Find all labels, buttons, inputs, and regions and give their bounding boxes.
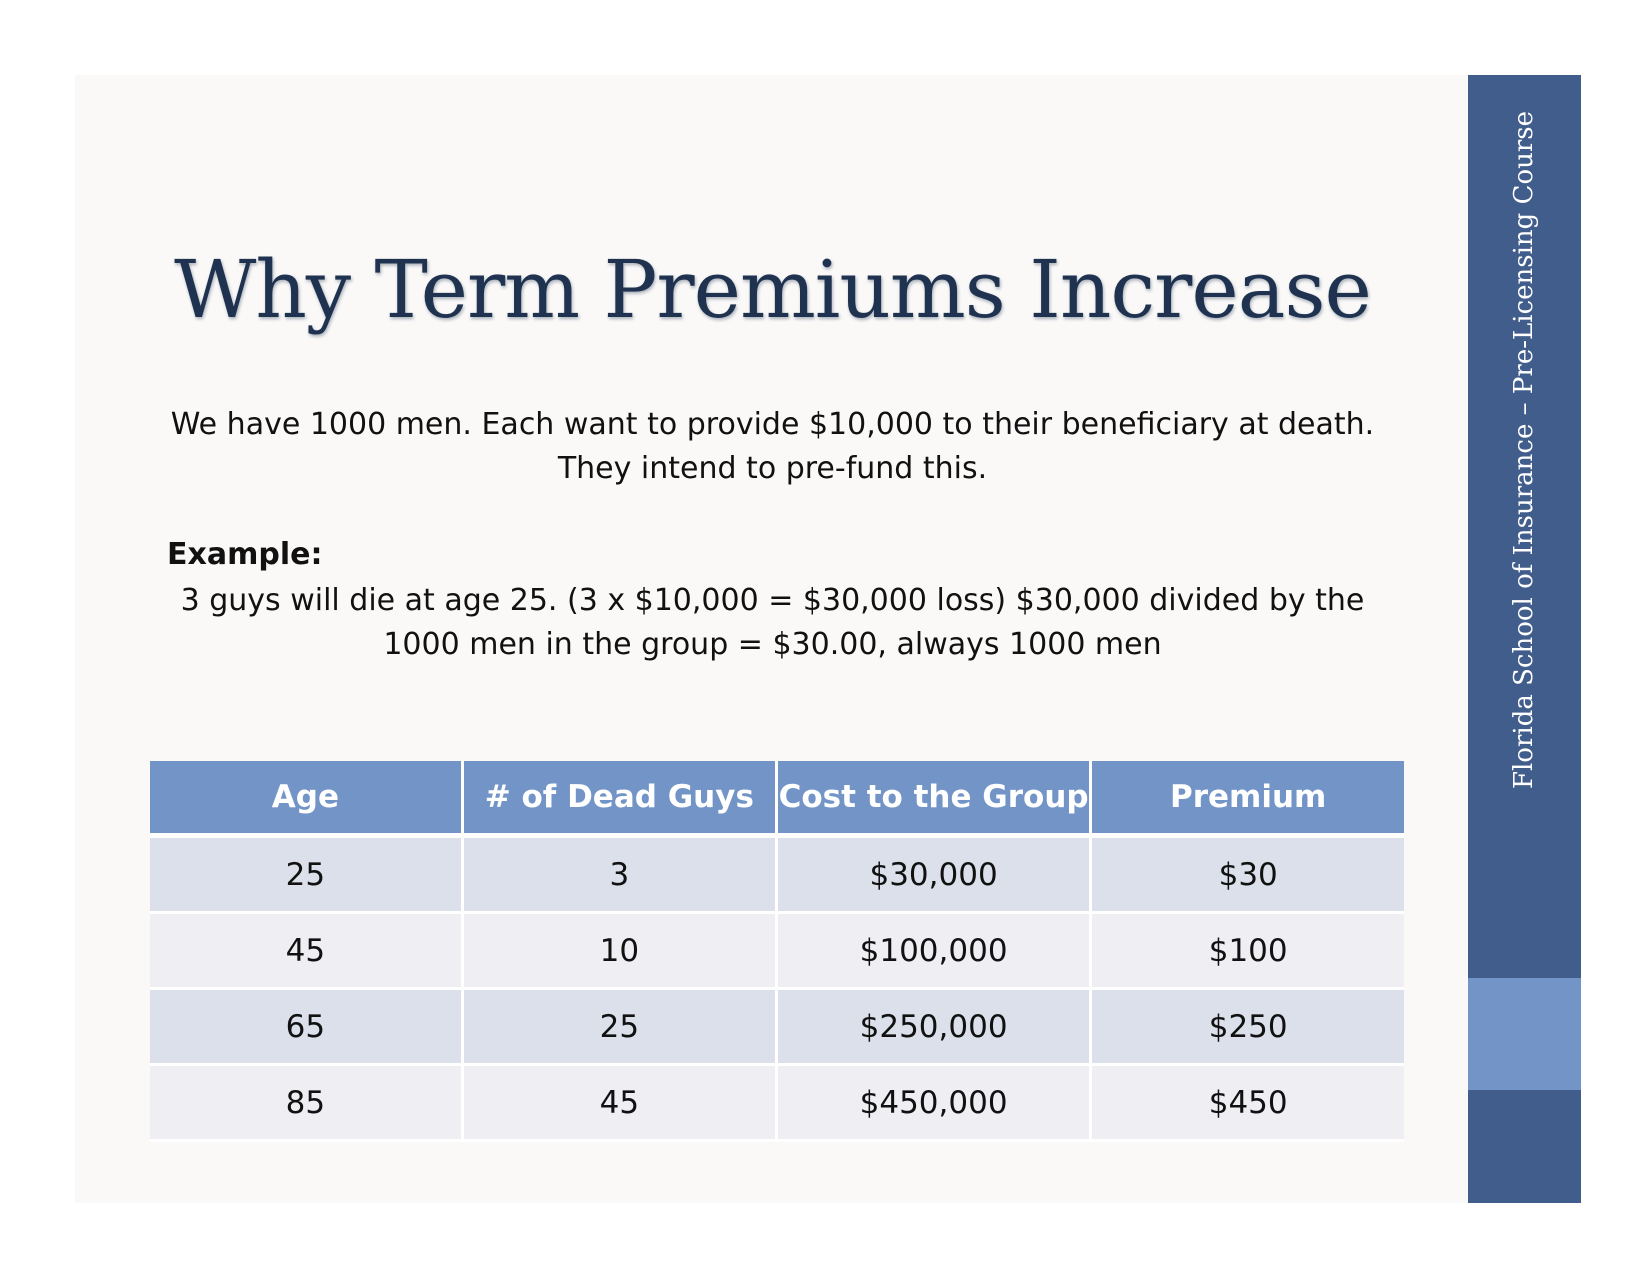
header-premium: Premium xyxy=(1092,761,1404,838)
cell-premium: $450 xyxy=(1092,1066,1404,1142)
cell-premium: $250 xyxy=(1092,990,1404,1066)
header-cost: Cost to the Group xyxy=(777,761,1093,838)
cell-dead-guys: 25 xyxy=(463,990,778,1066)
cell-cost: $250,000 xyxy=(777,990,1093,1066)
table-row: 25 3 $30,000 $30 xyxy=(150,838,1404,914)
table-row: 85 45 $450,000 $450 xyxy=(150,1066,1404,1142)
intro-line-2: They intend to pre-fund this. xyxy=(557,451,988,486)
cell-age: 65 xyxy=(150,990,464,1066)
example-label: Example: xyxy=(167,537,323,572)
cell-premium: $100 xyxy=(1092,914,1404,990)
table-header-row: Age # of Dead Guys Cost to the Group Pre… xyxy=(150,761,1404,838)
cell-dead-guys: 10 xyxy=(463,914,778,990)
sidebar-band: Florida School of Insurance – Pre-Licens… xyxy=(1468,75,1581,1203)
example-line-2: 1000 men in the group = $30.00, always 1… xyxy=(383,627,1162,662)
cell-age: 25 xyxy=(150,838,464,914)
cell-age: 85 xyxy=(150,1066,464,1142)
intro-text: We have 1000 men. Each want to provide $… xyxy=(115,403,1430,491)
header-age: Age xyxy=(150,761,464,838)
cell-dead-guys: 45 xyxy=(463,1066,778,1142)
example-text: 3 guys will die at age 25. (3 x $10,000 … xyxy=(75,579,1470,667)
sidebar-course-label: Florida School of Insurance – Pre-Licens… xyxy=(1509,110,1539,790)
premium-table: Age # of Dead Guys Cost to the Group Pre… xyxy=(150,761,1404,1142)
example-line-1: 3 guys will die at age 25. (3 x $10,000 … xyxy=(180,583,1365,618)
cell-premium: $30 xyxy=(1092,838,1404,914)
intro-line-1: We have 1000 men. Each want to provide $… xyxy=(170,407,1375,442)
cell-dead-guys: 3 xyxy=(463,838,778,914)
slide: Why Term Premiums Increase We have 1000 … xyxy=(75,75,1470,1203)
table-row: 65 25 $250,000 $250 xyxy=(150,990,1404,1066)
header-dead-guys: # of Dead Guys xyxy=(463,761,778,838)
cell-cost: $100,000 xyxy=(777,914,1093,990)
cell-cost: $450,000 xyxy=(777,1066,1093,1142)
table-row: 45 10 $100,000 $100 xyxy=(150,914,1404,990)
slide-title: Why Term Premiums Increase xyxy=(174,243,1372,336)
sidebar-accent-block xyxy=(1468,978,1581,1090)
cell-cost: $30,000 xyxy=(777,838,1093,914)
cell-age: 45 xyxy=(150,914,464,990)
